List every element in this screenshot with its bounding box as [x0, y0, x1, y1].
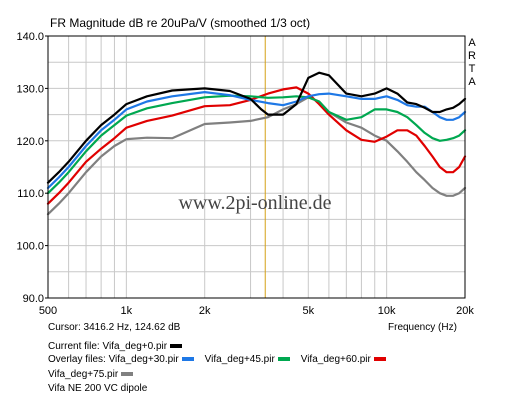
x-tick-label: 10k: [378, 305, 396, 317]
plot-border: [47, 35, 466, 299]
x-tick-label: 500: [39, 305, 57, 317]
series-line-vifa-deg-45-pir: [46, 94, 467, 195]
x-tick-label: 1k: [121, 305, 133, 317]
x-tick-label: 5k: [302, 305, 314, 317]
watermark-text: www.2pi-online.de: [178, 192, 331, 214]
y-tick-label: 90.0: [23, 293, 44, 305]
overlay-file-3-label: Vifa_deg+60.pir: [300, 354, 371, 365]
current-file-label: Current file: Vifa_deg+0.pir: [48, 341, 168, 352]
legend-swatch-deg75: [120, 372, 133, 377]
y-tick-label: 100.0: [16, 241, 44, 253]
overlay-file-1-label: Overlay files: Vifa_deg+30.pir: [48, 354, 179, 365]
y-tick-label: 120.0: [16, 136, 44, 148]
cursor-readout: Cursor: 3416.2 Hz, 124.62 dB: [48, 322, 181, 333]
arta-letter: A: [468, 37, 476, 49]
overlay-file-2-label: Vifa_deg+45.pir: [204, 354, 275, 365]
legend-swatch-deg0: [169, 344, 182, 349]
y-tick-label: 140.0: [16, 31, 44, 43]
overlay-file-4-label: Vifa_deg+75.pir: [48, 369, 119, 380]
x-tick-label: 2k: [199, 305, 211, 317]
legend-swatch-deg30: [181, 357, 194, 362]
y-tick-label: 130.0: [16, 83, 44, 95]
arta-letter: T: [469, 63, 476, 75]
overlay-files-row: Overlay files: Vifa_deg+30.pir Vifa_deg+…: [48, 354, 386, 366]
current-file-row: Current file: Vifa_deg+0.pir: [48, 341, 182, 353]
arta-letter: R: [468, 50, 476, 62]
series-line-vifa-deg-0-pir: [46, 71, 467, 184]
y-tick-label: 110.0: [17, 188, 44, 200]
legend-swatch-deg60: [373, 357, 386, 362]
measurement-description: Vifa NE 200 VC dipole: [48, 383, 148, 394]
chart-title: FR Magnitude dB re 20uPa/V (smoothed 1/3…: [50, 16, 310, 30]
x-tick-label: 20k: [456, 305, 474, 317]
legend-swatch-deg45: [277, 357, 290, 362]
overlay-files-row-2: Vifa_deg+75.pir: [48, 369, 133, 381]
x-axis-label: Frequency (Hz): [388, 322, 457, 333]
arta-letter: A: [468, 76, 476, 88]
